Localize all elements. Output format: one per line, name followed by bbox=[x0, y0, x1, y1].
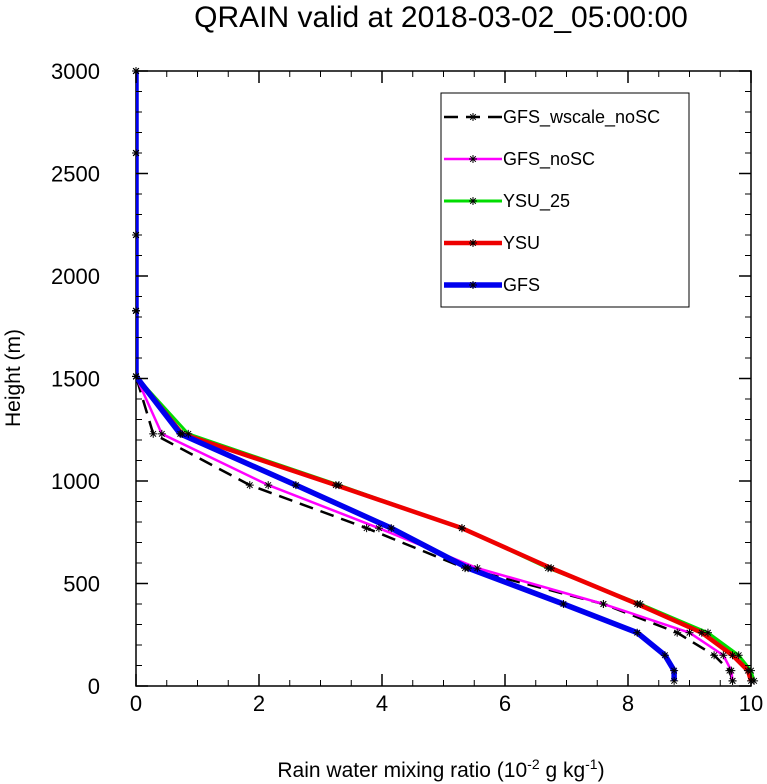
data-point-gfs bbox=[176, 429, 185, 438]
data-point-gfs bbox=[660, 651, 669, 660]
x-axis-label-exponent-1: -2 bbox=[527, 756, 540, 772]
data-point-gfs bbox=[670, 666, 679, 675]
data-point-gfs-wscale-nosc bbox=[673, 628, 682, 637]
legend-marker-ysu-25 bbox=[469, 197, 477, 205]
legend-marker-gfs-wscale-nosc bbox=[469, 113, 477, 121]
data-point-gfs bbox=[387, 524, 396, 533]
chart-title: QRAIN valid at 2018-03-02_05:00:00 bbox=[194, 1, 688, 34]
data-point-gfs-nosc bbox=[157, 429, 166, 438]
x-axis-label: Rain water mixing ratio (10-2 g kg-1) bbox=[277, 756, 604, 782]
legend-label-ysu: YSU bbox=[503, 233, 540, 253]
legend-marker-gfs-nosc bbox=[469, 155, 477, 163]
data-point-gfs-nosc bbox=[719, 651, 728, 660]
x-tick-label: 6 bbox=[499, 691, 511, 716]
y-tick-label: 2000 bbox=[51, 264, 100, 289]
x-tick-label: 2 bbox=[253, 691, 265, 716]
data-point-gfs bbox=[633, 628, 642, 637]
x-axis-label-end: ) bbox=[598, 759, 605, 782]
y-tick-label: 1500 bbox=[51, 367, 100, 392]
data-point-gfs-wscale-nosc bbox=[362, 524, 371, 533]
data-point-gfs bbox=[464, 564, 473, 573]
y-tick-label: 2500 bbox=[51, 162, 100, 187]
data-point-gfs-wscale-nosc bbox=[710, 651, 719, 660]
data-point-gfs-nosc bbox=[728, 676, 737, 685]
series-line-ysu bbox=[136, 71, 754, 682]
x-tick-label: 10 bbox=[739, 691, 763, 716]
legend: GFS_wscale_noSC GFS_noSC YSU_25 YSU GFS bbox=[440, 92, 690, 308]
y-tick-label: 3000 bbox=[51, 59, 100, 84]
data-point-gfs-nosc bbox=[374, 524, 383, 533]
data-point-gfs bbox=[132, 306, 140, 315]
legend-label-ysu-25: YSU_25 bbox=[503, 191, 570, 212]
data-point-ysu bbox=[697, 628, 706, 637]
legend-label-gfs-wscale-nosc: GFS_wscale_noSC bbox=[503, 107, 660, 128]
data-point-gfs bbox=[559, 600, 568, 608]
data-point-gfs bbox=[291, 481, 300, 490]
legend-marker-gfs bbox=[469, 281, 477, 289]
data-point-gfs-wscale-nosc bbox=[245, 481, 254, 490]
axis-ticks: 0 2 4 6 8 10 0 500 1000 1500 2000 2500 3000 bbox=[51, 59, 763, 716]
data-point-ysu bbox=[728, 651, 737, 660]
data-point-ysu bbox=[331, 481, 340, 490]
legend-label-gfs-nosc: GFS_noSC bbox=[503, 149, 595, 170]
legend-marker-ysu bbox=[469, 239, 477, 247]
data-point-gfs-nosc bbox=[727, 666, 736, 675]
x-axis-label-mid: g kg bbox=[540, 759, 586, 782]
y-axis-label: Height (m) bbox=[2, 329, 25, 427]
data-point-gfs bbox=[670, 676, 679, 685]
x-tick-label: 0 bbox=[130, 691, 142, 716]
x-axis-label-main: Rain water mixing ratio (10 bbox=[277, 759, 527, 782]
data-point-gfs-nosc bbox=[599, 600, 608, 608]
data-point-gfs-nosc bbox=[473, 564, 482, 573]
legend-label-gfs: GFS bbox=[503, 275, 540, 295]
data-point-ysu bbox=[547, 564, 556, 573]
x-axis-label-exponent-2: -1 bbox=[585, 756, 598, 772]
data-point-gfs-nosc bbox=[685, 628, 694, 637]
x-tick-label: 8 bbox=[622, 691, 634, 716]
series-line-gfs bbox=[136, 71, 677, 681]
data-point-ysu bbox=[633, 600, 642, 608]
series-line-gfs-nosc bbox=[136, 71, 734, 682]
y-tick-label: 1000 bbox=[51, 469, 100, 494]
series-line-gfs-wscale-nosc bbox=[136, 71, 734, 682]
y-tick-label: 0 bbox=[88, 674, 100, 699]
y-tick-label: 500 bbox=[63, 572, 100, 597]
data-point-gfs-wscale-nosc bbox=[149, 429, 158, 438]
data-point-gfs-nosc bbox=[264, 481, 273, 490]
data-point-ysu bbox=[457, 524, 466, 533]
x-tick-label: 4 bbox=[376, 691, 388, 716]
data-point-ysu bbox=[743, 666, 752, 675]
